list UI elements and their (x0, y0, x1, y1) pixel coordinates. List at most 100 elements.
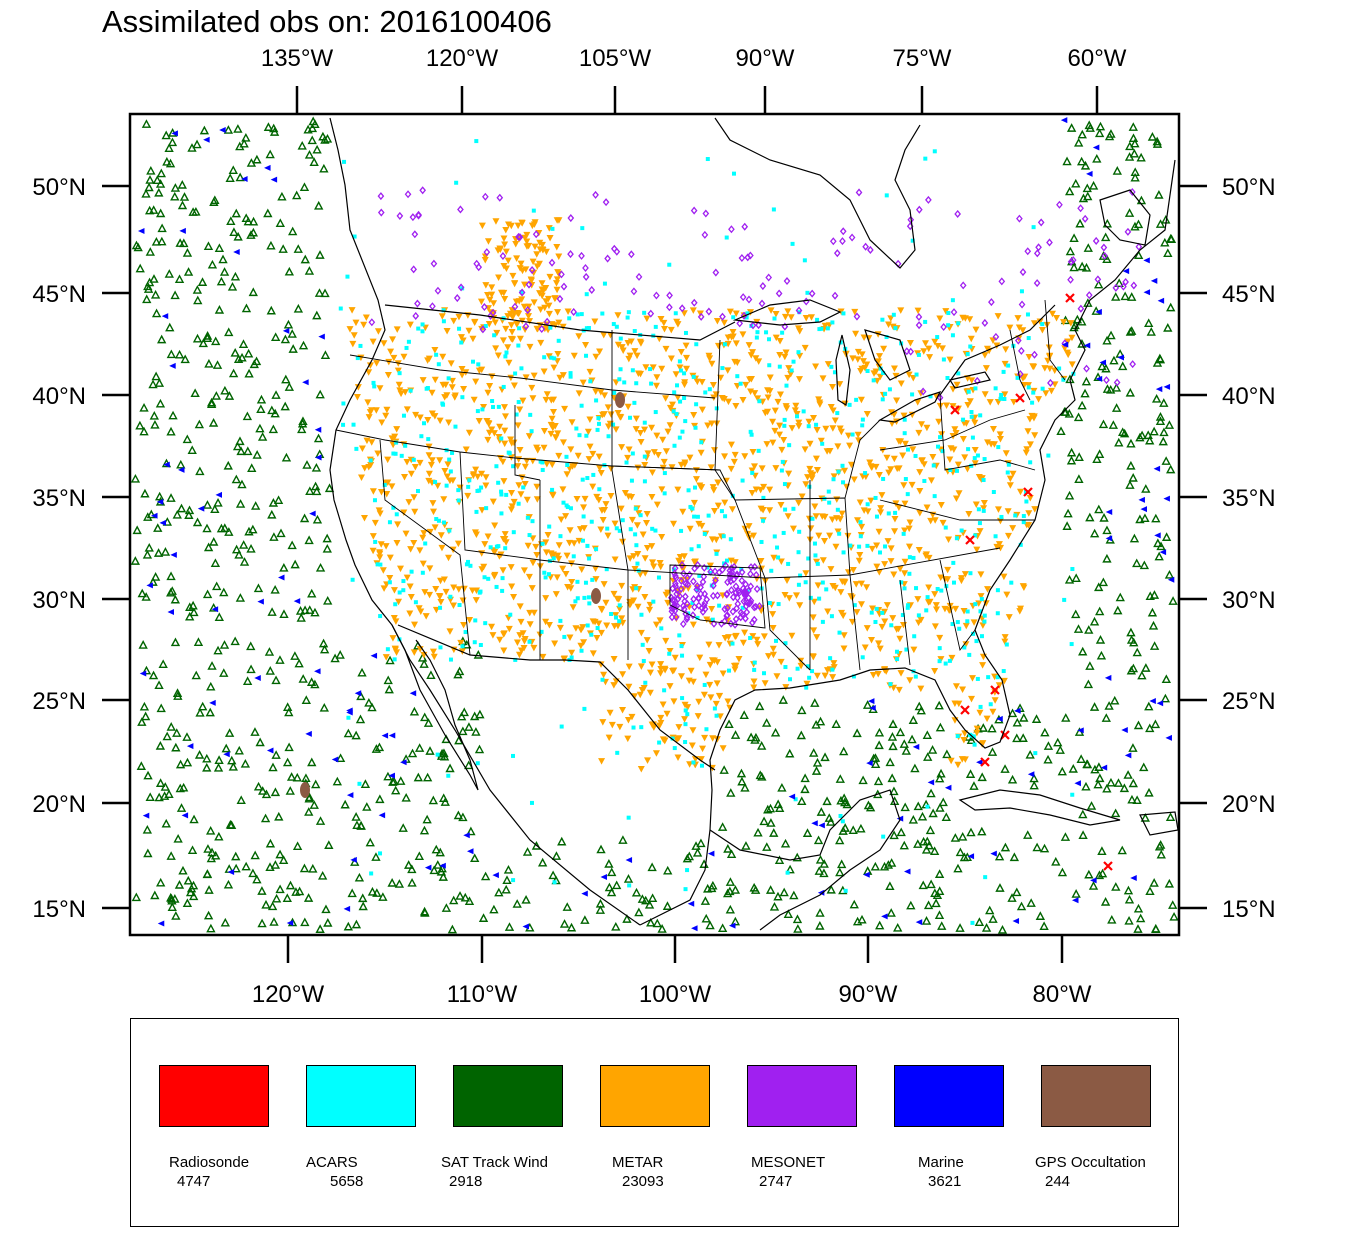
obs-marker (484, 436, 492, 444)
obs-marker (355, 356, 360, 361)
obs-marker (612, 390, 617, 395)
obs-marker (443, 473, 451, 481)
obs-marker (451, 392, 459, 400)
obs-marker (221, 743, 231, 753)
obs-marker (809, 614, 817, 621)
obs-marker (688, 504, 693, 509)
obs-marker (888, 741, 898, 751)
obs-marker (723, 514, 728, 519)
obs-marker (170, 191, 180, 201)
obs-marker (714, 591, 721, 600)
obs-marker (216, 276, 227, 286)
obs-marker (396, 211, 404, 220)
obs-marker (397, 371, 402, 376)
tick-label-top: 75°W (893, 45, 952, 72)
obs-marker (828, 516, 836, 523)
obs-marker (637, 766, 645, 773)
obs-marker (575, 579, 580, 584)
obs-marker (690, 601, 695, 606)
obs-marker (712, 536, 720, 544)
obs-marker (1029, 780, 1039, 790)
obs-marker (943, 402, 951, 409)
obs-marker (150, 890, 160, 900)
obs-marker (1103, 376, 1110, 385)
obs-marker (551, 640, 559, 648)
obs-marker (1152, 136, 1162, 146)
obs-marker (422, 421, 427, 426)
obs-marker (486, 576, 491, 581)
obs-marker (774, 855, 785, 865)
obs-marker (182, 434, 192, 444)
obs-marker (1083, 298, 1093, 307)
obs-marker (139, 670, 147, 677)
tick-label-top: 105°W (579, 45, 652, 72)
obs-marker (1066, 123, 1077, 132)
obs-marker (702, 209, 710, 218)
obs-marker (606, 887, 617, 897)
obs-marker (1030, 400, 1035, 405)
obs-marker (764, 330, 769, 335)
obs-marker (994, 313, 1002, 320)
obs-marker (400, 353, 408, 361)
obs-marker (650, 526, 655, 531)
obs-marker (180, 354, 190, 364)
obs-marker (658, 486, 666, 493)
obs-marker (721, 499, 729, 507)
obs-marker (1089, 616, 1100, 626)
obs-marker (1122, 268, 1130, 275)
obs-marker (828, 656, 833, 661)
obs-marker (206, 853, 217, 863)
obs-marker (745, 295, 753, 304)
obs-marker (381, 732, 389, 739)
obs-marker (269, 127, 280, 136)
obs-marker (447, 457, 452, 462)
obs-marker (298, 674, 308, 683)
obs-marker (235, 172, 245, 182)
obs-marker (774, 638, 779, 643)
obs-marker (584, 428, 592, 436)
tick-label-right: 25°N (1222, 688, 1276, 715)
obs-marker (689, 727, 697, 734)
obs-marker (852, 581, 860, 588)
obs-marker (152, 175, 162, 185)
obs-marker (187, 445, 197, 455)
obs-marker (151, 236, 162, 246)
obs-marker (776, 337, 784, 345)
obs-marker (624, 339, 632, 347)
obs-marker (352, 234, 357, 239)
obs-marker (730, 575, 738, 584)
obs-marker (741, 841, 751, 850)
obs-marker (484, 420, 492, 427)
obs-marker (916, 469, 924, 476)
obs-marker (602, 599, 610, 607)
obs-marker (939, 588, 944, 593)
obs-marker (730, 730, 741, 739)
obs-marker (583, 580, 588, 585)
obs-marker (1101, 363, 1111, 373)
obs-marker (1130, 167, 1140, 177)
obs-marker (202, 523, 212, 533)
obs-marker (817, 889, 825, 896)
obs-marker (248, 227, 259, 237)
obs-marker (766, 388, 774, 395)
obs-marker (550, 396, 558, 404)
obs-marker (873, 619, 878, 624)
obs-marker (750, 470, 755, 475)
obs-marker (425, 477, 433, 485)
obs-marker (1055, 745, 1065, 754)
obs-marker (1065, 293, 1075, 303)
obs-marker (714, 551, 719, 556)
obs-marker (745, 342, 753, 349)
obs-marker (382, 543, 390, 550)
obs-marker (985, 905, 995, 915)
obs-marker (950, 446, 958, 454)
obs-marker (903, 868, 911, 875)
obs-marker (437, 863, 447, 873)
obs-marker (615, 750, 620, 755)
obs-marker (735, 374, 740, 379)
obs-marker (932, 494, 937, 499)
obs-marker (146, 165, 156, 175)
obs-marker (840, 463, 845, 468)
obs-marker (540, 427, 548, 435)
obs-marker (313, 433, 324, 443)
